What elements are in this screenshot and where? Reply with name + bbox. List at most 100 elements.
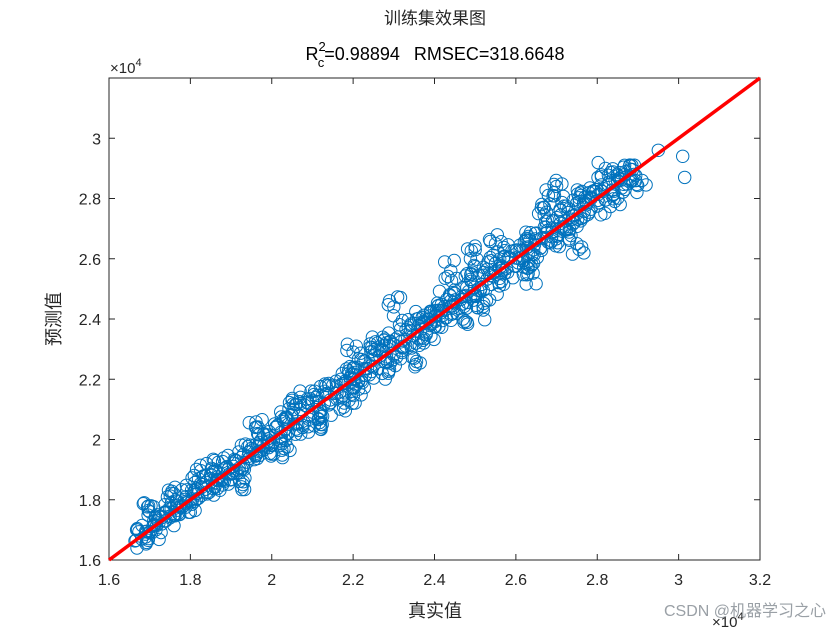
y-tick-label: 2 [92,433,101,450]
data-point [430,296,445,310]
data-point [467,280,482,295]
chart-title: 训练集效果图 [384,9,486,29]
data-point [237,482,252,497]
data-point [559,199,574,213]
data-point [182,494,196,508]
data-point [572,242,586,257]
data-point [470,300,484,314]
data-point [128,534,142,548]
data-point [608,194,622,209]
x-axis-ticks: 1.6 1.8 2 2.2 2.4 2.6 2.8 3 3.2 [98,78,771,589]
data-point [606,165,620,179]
chart-subtitle: R2 c=0.98894 RMSEC=318.6648 [306,39,565,70]
data-point [249,446,263,460]
data-point [360,361,375,376]
data-point [676,149,690,164]
data-point [567,209,581,223]
data-point [447,253,461,268]
y-axis-ticks: 1.6 1.8 2 2.2 2.4 2.6 2.8 3 [79,131,760,570]
data-point [534,243,549,258]
data-point [340,337,355,351]
data-point [345,387,359,401]
data-point [506,271,520,285]
data-point [346,388,361,403]
data-point [198,468,213,483]
x-tick-label: 3 [674,572,683,589]
data-point [535,197,549,212]
data-point [167,518,181,533]
data-point [363,340,377,354]
data-point [409,354,424,369]
data-point [148,509,163,523]
data-point [185,471,199,485]
data-point [530,250,544,265]
data-point [478,313,492,327]
data-point [291,423,305,438]
data-point [487,269,501,284]
x-tick-label: 1.6 [98,572,120,589]
x-exponent-base: ×10 [712,614,737,630]
data-point [556,189,571,204]
data-point [574,240,589,254]
data-point [616,185,630,199]
data-point [562,232,576,246]
data-point [130,541,144,555]
data-point [319,378,333,393]
data-point [529,277,543,291]
reference-line-group [107,76,762,562]
data-point [314,404,328,419]
data-point [519,225,533,239]
data-point [232,474,247,488]
data-point [495,263,509,277]
data-point [335,390,349,404]
data-point [288,427,303,441]
data-point [146,500,161,514]
data-point [528,226,542,241]
data-point [521,260,535,275]
data-point [304,384,318,398]
data-point [242,416,257,430]
reference-line [107,76,762,562]
y-tick-label: 1.8 [79,493,101,510]
y-tick-label: 2.2 [79,372,101,389]
data-point [401,321,415,335]
data-point [251,420,265,434]
data-point [623,159,637,173]
rmse-value: RMSEC=318.6648 [414,44,565,64]
data-point [591,193,605,208]
data-point [494,235,508,249]
data-point [289,397,304,412]
x-exponent: ×104 [712,611,744,630]
data-point [274,425,288,439]
data-point [168,480,182,494]
data-point [140,500,155,514]
data-point [534,201,548,215]
data-point [408,360,422,374]
y-exponent-base: ×10 [110,60,135,77]
data-point [490,287,504,301]
data-point [336,400,351,414]
data-point [591,170,605,185]
data-point [293,384,307,398]
y-exponent-power: 4 [135,57,141,69]
data-point [307,419,321,433]
data-point [353,346,368,360]
data-point [365,330,380,344]
y-tick-label: 3 [92,131,101,148]
data-point [388,358,402,373]
data-point [606,162,620,176]
data-point [267,447,281,461]
data-point [460,317,475,331]
data-point [577,246,591,260]
x-tick-label: 2 [267,572,276,589]
data-point [606,192,621,206]
x-tick-label: 2.4 [423,572,445,589]
x-tick-label: 3.2 [749,572,771,589]
data-point [549,173,563,188]
data-point [519,277,533,291]
data-point [629,173,643,188]
data-point [469,298,483,312]
data-point [401,313,415,327]
y-tick-label: 2.6 [79,252,101,269]
data-point [376,330,390,344]
